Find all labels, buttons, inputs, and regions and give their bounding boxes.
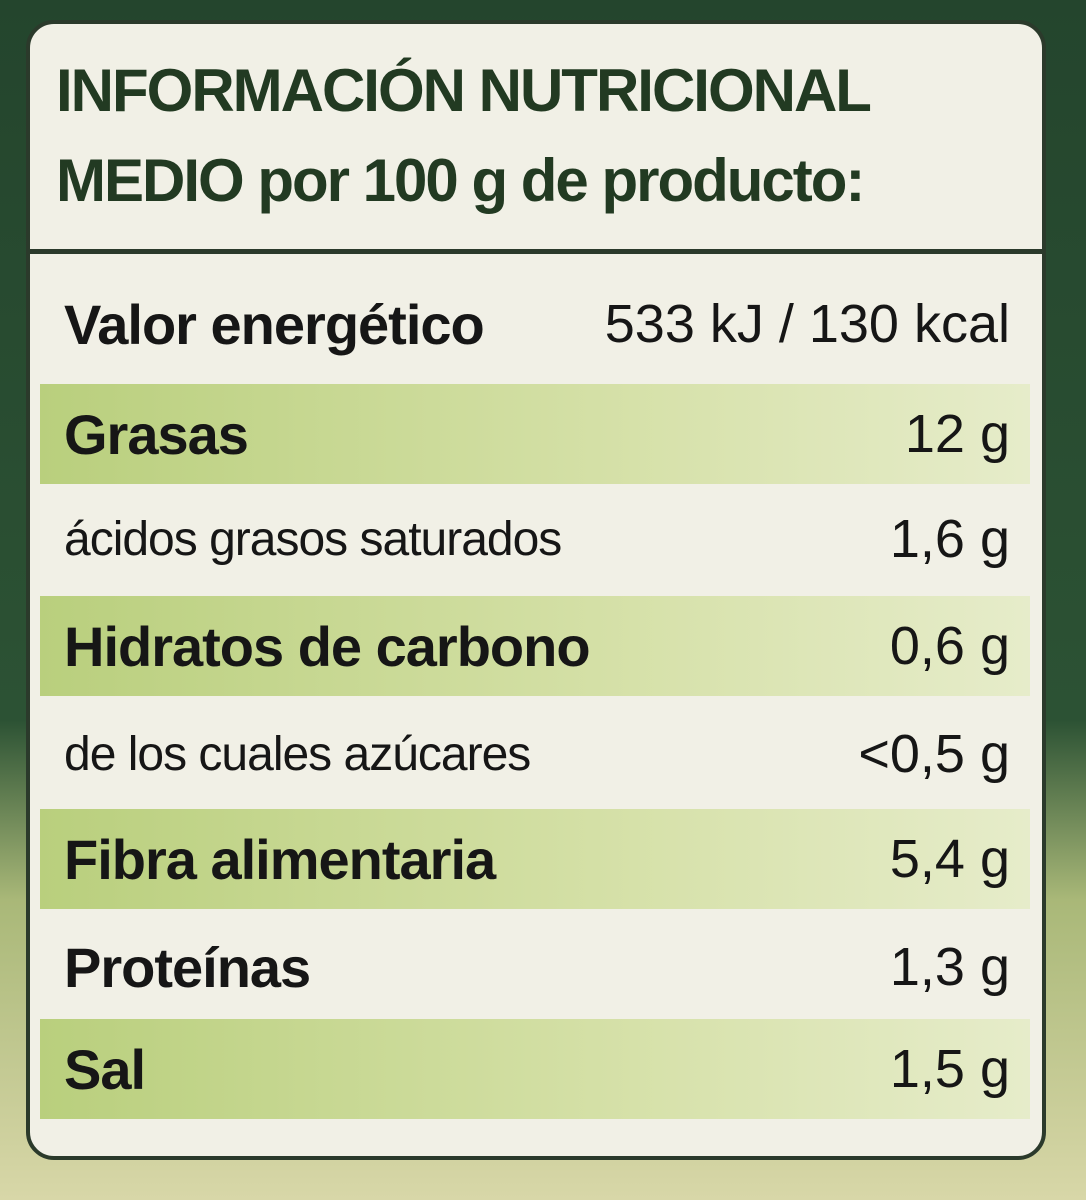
nutrient-name: ácidos grasos saturados [64, 512, 562, 566]
nutrient-name: Sal [64, 1037, 146, 1101]
nutrient-row: Sal 1,5 g [40, 1019, 1030, 1119]
label-header: INFORMACIÓN NUTRICIONAL MEDIO por 100 g … [30, 24, 1042, 254]
nutrient-value: 1,6 g [889, 509, 1010, 569]
nutrition-label: INFORMACIÓN NUTRICIONAL MEDIO por 100 g … [26, 20, 1046, 1160]
title: INFORMACIÓN NUTRICIONAL [56, 57, 872, 124]
nutrient-value: 1,3 g [889, 937, 1010, 997]
nutrient-name: Hidratos de carbono [64, 614, 591, 678]
nutrient-name: de los cuales azúcares [64, 727, 531, 781]
nutrient-name: Valor energético [64, 292, 485, 356]
nutrient-row: Valor energético 533 kJ / 130 kcal [40, 274, 1030, 374]
nutrient-row: ácidos grasos saturados 1,6 g [40, 489, 1030, 589]
nutrient-row: de los cuales azúcares <0,5 g [40, 704, 1030, 804]
nutrient-value: 5,4 g [889, 829, 1010, 889]
nutrient-row: Grasas 12 g [40, 384, 1030, 484]
nutrient-row: Hidratos de carbono 0,6 g [40, 596, 1030, 696]
nutrient-row: Fibra alimentaria 5,4 g [40, 809, 1030, 909]
nutrient-value: 12 g [904, 404, 1010, 464]
nutrient-name: Grasas [64, 402, 249, 466]
nutrient-row: Proteínas 1,3 g [40, 917, 1030, 1017]
subtitle: MEDIO por 100 g de producto: [56, 147, 865, 214]
nutrient-name: Proteínas [64, 935, 311, 999]
nutrient-value: 533 kJ / 130 kcal [604, 294, 1010, 354]
nutrient-value: <0,5 g [858, 724, 1010, 784]
nutrient-value: 0,6 g [889, 616, 1010, 676]
nutrient-value: 1,5 g [889, 1039, 1010, 1099]
nutrient-name: Fibra alimentaria [64, 827, 496, 891]
